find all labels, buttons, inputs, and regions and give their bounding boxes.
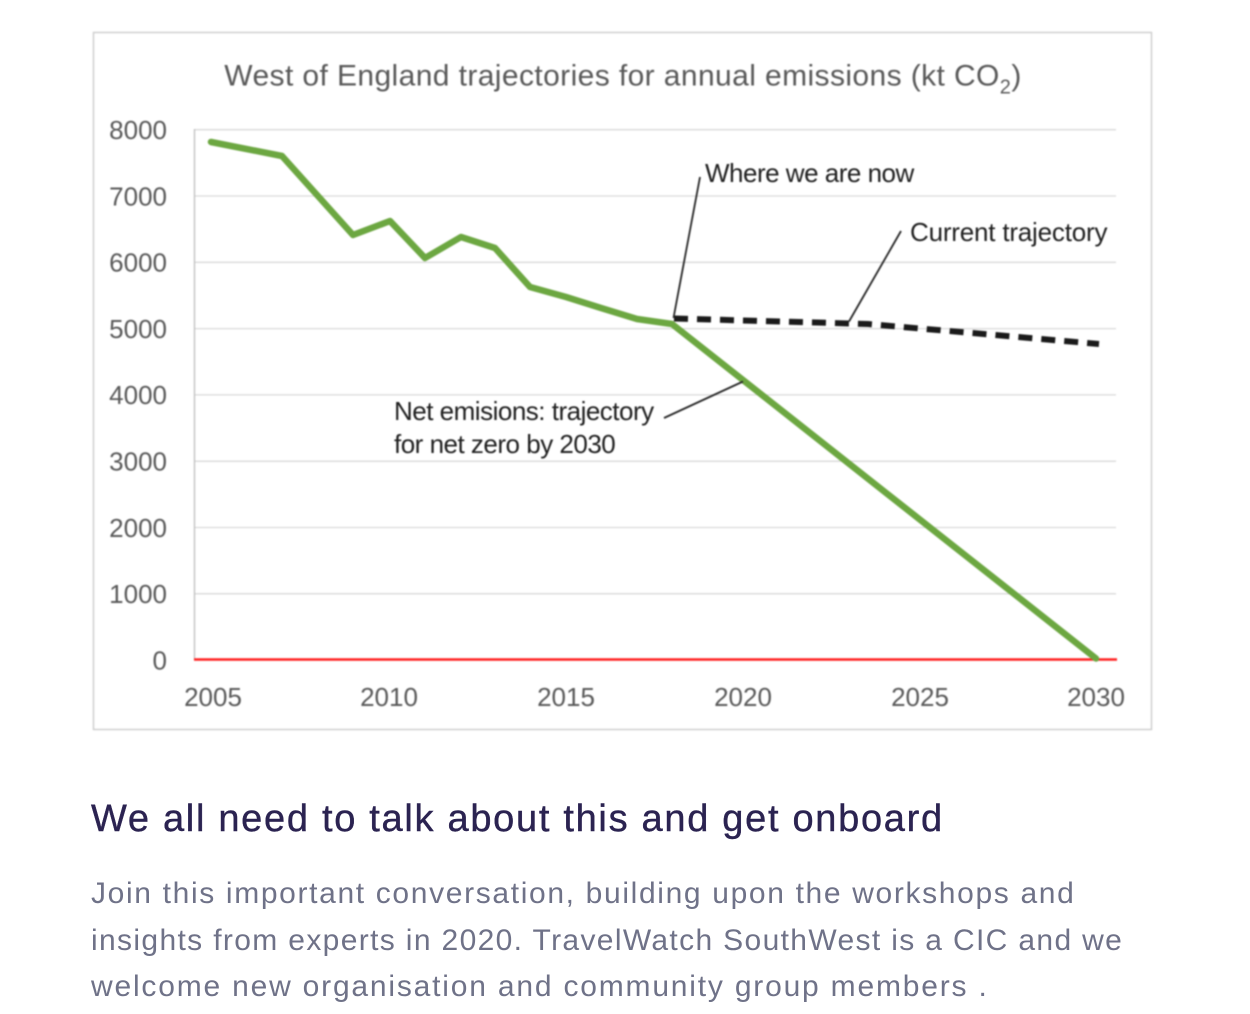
svg-text:2020: 2020: [714, 682, 772, 712]
svg-text:West of England trajectories f: West of England trajectories for annual …: [224, 60, 1021, 99]
svg-text:6000: 6000: [109, 248, 167, 278]
svg-text:5000: 5000: [109, 314, 167, 344]
svg-text:8000: 8000: [109, 115, 167, 145]
svg-text:Net emisions: trajectory: Net emisions: trajectory: [394, 396, 654, 426]
svg-text:0: 0: [153, 645, 167, 675]
svg-text:2025: 2025: [891, 682, 949, 712]
svg-text:2030: 2030: [1067, 682, 1125, 712]
svg-text:for net zero by 2030: for net zero by 2030: [394, 429, 615, 459]
svg-text:7000: 7000: [109, 181, 167, 211]
svg-text:2010: 2010: [360, 682, 418, 712]
svg-text:4000: 4000: [109, 380, 167, 410]
svg-text:Where we are now: Where we are now: [705, 158, 914, 188]
svg-text:3000: 3000: [109, 447, 167, 477]
svg-text:1000: 1000: [109, 579, 167, 609]
svg-text:Current trajectory: Current trajectory: [910, 217, 1107, 247]
svg-text:2000: 2000: [109, 513, 167, 543]
svg-text:2015: 2015: [537, 682, 595, 712]
svg-text:2005: 2005: [184, 682, 242, 712]
